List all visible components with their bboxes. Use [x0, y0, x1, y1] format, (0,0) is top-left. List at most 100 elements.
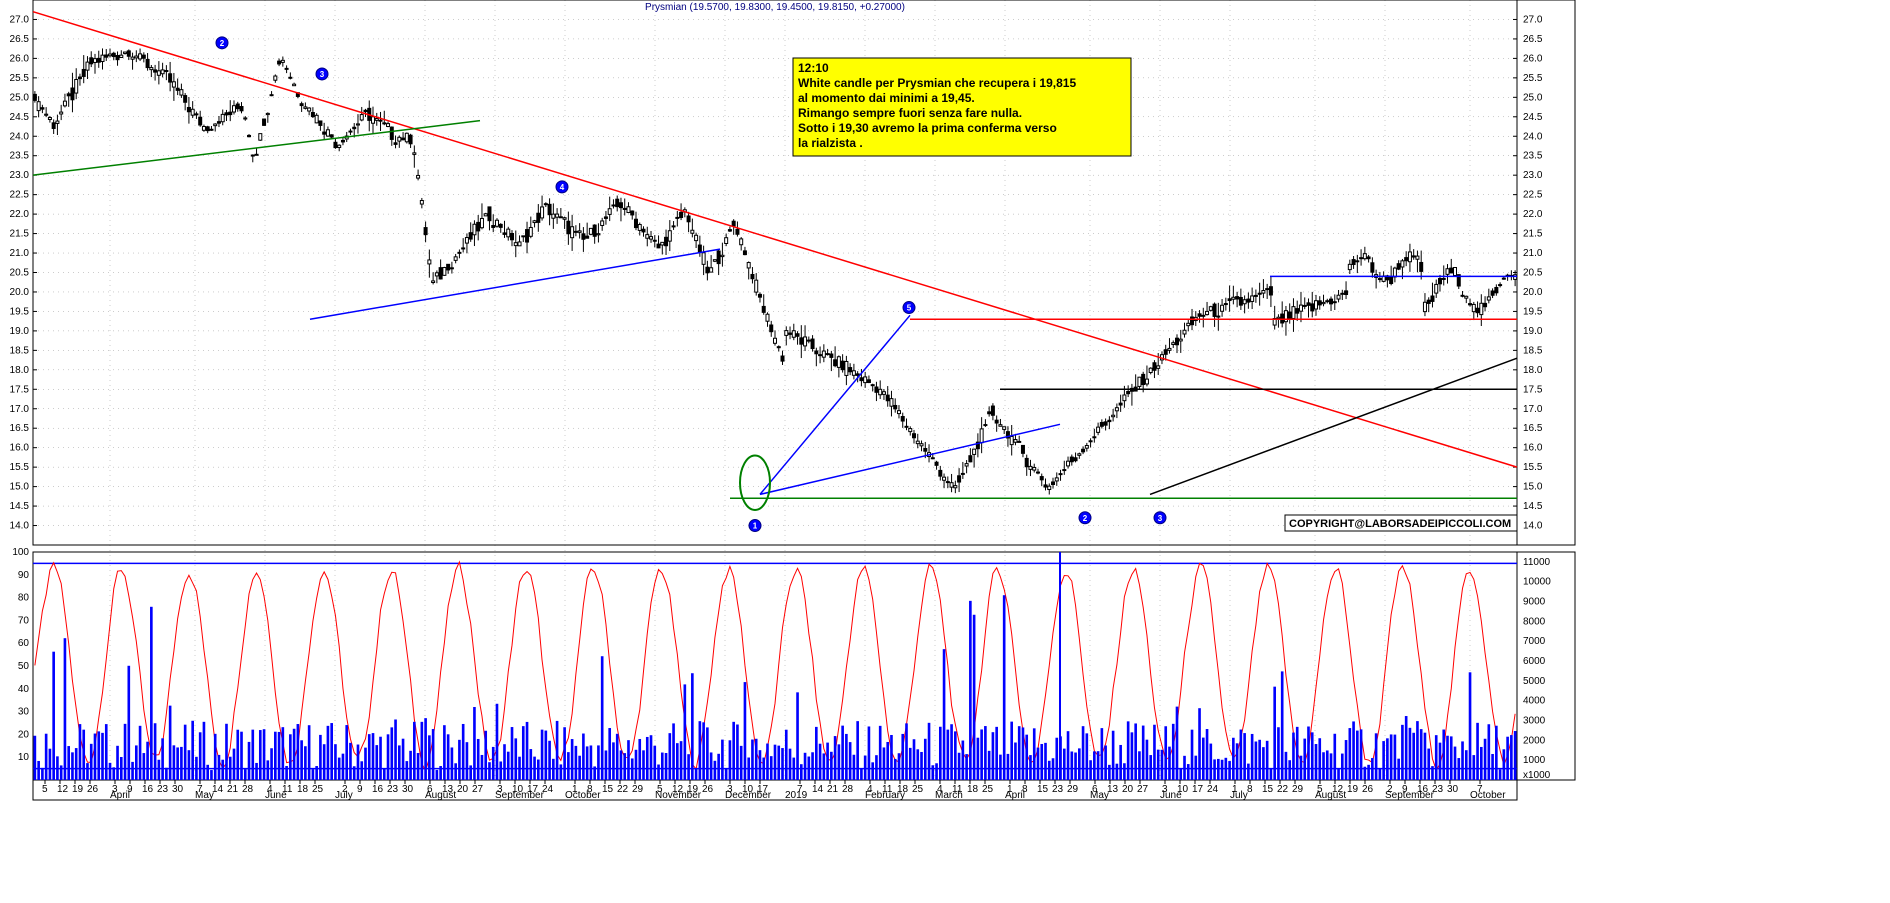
day-label: 4	[267, 784, 273, 795]
wave-label-text: 4	[560, 183, 565, 192]
price-tick-left: 25.0	[10, 92, 30, 103]
price-tick-right: 26.0	[1523, 53, 1543, 64]
price-tick-left: 23.5	[10, 151, 30, 162]
price-tick-left: 22.0	[10, 209, 30, 220]
vol-tick-right: 9000	[1523, 597, 1546, 608]
osc-tick-left: 30	[18, 707, 30, 718]
day-label: 23	[1052, 784, 1064, 795]
day-label: 15	[602, 784, 614, 795]
price-tick-left: 18.5	[10, 345, 30, 356]
day-label: 20	[1122, 784, 1134, 795]
wave-label-text: 3	[320, 70, 325, 79]
price-tick-left: 17.0	[10, 404, 30, 415]
day-label: 5	[42, 784, 48, 795]
day-label: 2	[342, 784, 348, 795]
day-label: 6	[427, 784, 433, 795]
price-tick-right: 17.5	[1523, 384, 1543, 395]
day-label: 8	[1247, 784, 1253, 795]
osc-tick-left: 60	[18, 638, 30, 649]
price-tick-left: 14.0	[10, 521, 30, 532]
vol-tick-right: 4000	[1523, 696, 1546, 707]
vol-tick-right: 10000	[1523, 577, 1551, 588]
day-label: 13	[442, 784, 454, 795]
price-tick-right: 14.0	[1523, 521, 1543, 532]
price-tick-right: 19.5	[1523, 306, 1543, 317]
price-tick-left: 19.0	[10, 326, 30, 337]
chart-title: Prysmian (19.5700, 19.8300, 19.4500, 19.…	[645, 2, 905, 13]
day-label: 3	[1162, 784, 1168, 795]
vol-tick-right: 7000	[1523, 636, 1546, 647]
vol-tick-right: 6000	[1523, 656, 1546, 667]
price-tick-left: 20.0	[10, 287, 30, 298]
price-tick-right: 14.5	[1523, 501, 1543, 512]
day-label: 16	[1417, 784, 1429, 795]
trendline	[33, 12, 1517, 467]
day-label: 13	[1107, 784, 1119, 795]
day-label: 27	[1137, 784, 1149, 795]
day-label: 12	[57, 784, 69, 795]
day-label: 17	[1192, 784, 1204, 795]
price-tick-right: 25.5	[1523, 73, 1543, 84]
vol-scale-note: x1000	[1523, 770, 1551, 781]
price-tick-right: 15.5	[1523, 462, 1543, 473]
day-label: 3	[112, 784, 118, 795]
day-label: 27	[472, 784, 484, 795]
day-label: 18	[897, 784, 909, 795]
day-label: 14	[212, 784, 224, 795]
price-tick-left: 22.5	[10, 190, 30, 201]
day-label: 15	[1262, 784, 1274, 795]
day-label: 6	[1092, 784, 1098, 795]
wave-label-text: 2	[1083, 514, 1088, 523]
day-label: 17	[757, 784, 769, 795]
price-tick-right: 22.0	[1523, 209, 1543, 220]
day-label: 5	[657, 784, 663, 795]
day-label: 24	[542, 784, 554, 795]
day-label: 25	[982, 784, 994, 795]
price-tick-right: 25.0	[1523, 92, 1543, 103]
wave-label-text: 3	[1158, 514, 1163, 523]
day-label: 18	[967, 784, 979, 795]
price-tick-left: 21.5	[10, 229, 30, 240]
price-tick-right: 17.0	[1523, 404, 1543, 415]
day-label: 21	[227, 784, 239, 795]
osc-tick-left: 90	[18, 570, 30, 581]
price-tick-right: 16.0	[1523, 443, 1543, 454]
day-label: 29	[632, 784, 644, 795]
vol-tick-right: 3000	[1523, 716, 1546, 727]
price-tick-right: 15.0	[1523, 482, 1543, 493]
day-label: 25	[312, 784, 324, 795]
day-label: 4	[937, 784, 943, 795]
day-label: 5	[1317, 784, 1323, 795]
osc-tick-left: 50	[18, 661, 30, 672]
price-tick-right: 18.0	[1523, 365, 1543, 376]
price-tick-left: 18.0	[10, 365, 30, 376]
day-label: 14	[812, 784, 824, 795]
annotation-line: 12:10	[798, 61, 829, 75]
price-tick-left: 26.5	[10, 34, 30, 45]
day-label: 11	[952, 784, 963, 795]
day-label: 22	[617, 784, 629, 795]
day-label: 25	[912, 784, 924, 795]
price-tick-right: 22.5	[1523, 190, 1543, 201]
osc-tick-left: 70	[18, 615, 30, 626]
day-label: 10	[1177, 784, 1189, 795]
vol-tick-right: 5000	[1523, 676, 1546, 687]
price-tick-right: 24.0	[1523, 131, 1543, 142]
annotation-line: Sotto i 19,30 avremo la prima conferma v…	[798, 121, 1057, 135]
osc-tick-left: 100	[12, 547, 29, 558]
day-label: 10	[512, 784, 524, 795]
vol-tick-right: 1000	[1523, 755, 1546, 766]
price-tick-right: 23.0	[1523, 170, 1543, 181]
day-label: 16	[142, 784, 154, 795]
day-label: 8	[587, 784, 593, 795]
osc-tick-left: 40	[18, 684, 30, 695]
annotation-line: la rialzista .	[798, 136, 863, 150]
price-tick-right: 24.5	[1523, 112, 1543, 123]
price-tick-left: 17.5	[10, 384, 30, 395]
day-label: 7	[797, 784, 803, 795]
trendline	[1150, 358, 1517, 494]
day-label: 19	[72, 784, 84, 795]
osc-tick-left: 80	[18, 593, 30, 604]
day-label: 9	[127, 784, 133, 795]
day-label: 17	[527, 784, 539, 795]
